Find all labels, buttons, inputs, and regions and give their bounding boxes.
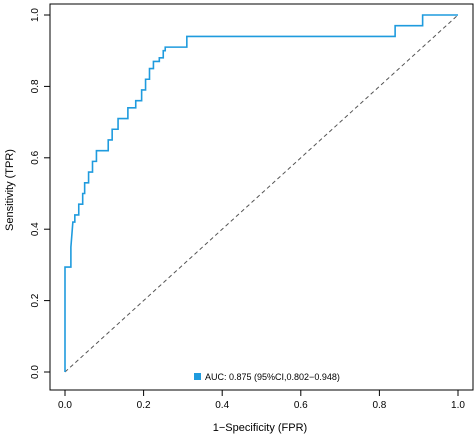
legend-label: AUC: 0.875 (95%CI,0.802−0.948) [205, 372, 340, 382]
y-tick-label: 0.8 [30, 79, 41, 93]
x-tick-label: 0.0 [58, 400, 72, 411]
y-tick-label: 0.0 [30, 365, 41, 379]
x-tick-label: 0.2 [137, 400, 151, 411]
x-tick-label: 0.6 [294, 400, 308, 411]
y-axis-label: Sensitivity (TPR) [4, 149, 16, 231]
legend: AUC: 0.875 (95%CI,0.802−0.948) [194, 372, 340, 382]
reference-diagonal-line [64, 14, 459, 373]
x-tick-label: 1.0 [451, 400, 465, 411]
y-tick-label: 1.0 [30, 8, 41, 22]
plot-box [49, 3, 474, 391]
series-layer [64, 14, 459, 373]
plot-frame [49, 3, 474, 391]
x-tick-label: 0.8 [372, 400, 386, 411]
x-axis-label: 1−Specificity (FPR) [213, 422, 307, 434]
x-tick-label: 0.4 [215, 400, 229, 411]
y-tick-label: 0.6 [30, 150, 41, 164]
y-tick-label: 0.2 [30, 293, 41, 307]
y-tick-label: 0.4 [30, 222, 41, 236]
roc-curve-line [64, 14, 458, 372]
x-axis: 0.0 0.2 0.4 0.6 0.8 1.0 [58, 390, 465, 411]
legend-swatch [194, 373, 201, 380]
y-axis: 0.0 0.2 0.4 0.6 0.8 1.0 [30, 8, 50, 379]
